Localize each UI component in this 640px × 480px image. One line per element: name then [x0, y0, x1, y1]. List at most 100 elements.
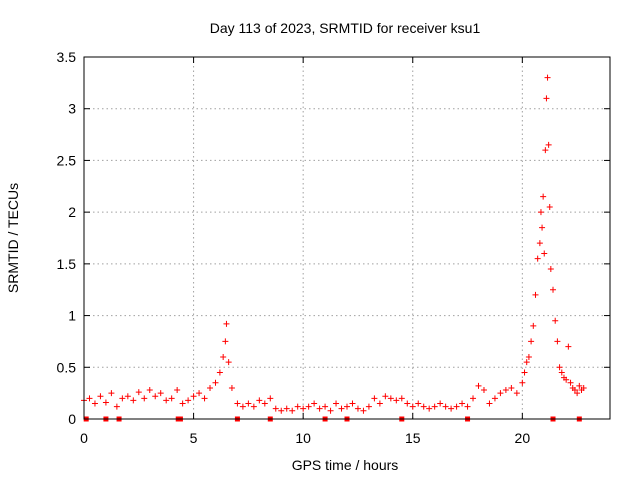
data-point: [146, 387, 153, 394]
data-point: [360, 407, 367, 414]
grid-lines: [84, 57, 610, 419]
data-point: [239, 403, 246, 410]
data-point: [497, 390, 504, 397]
data-point: [135, 389, 142, 396]
data-point: [250, 403, 257, 410]
data-point: [190, 393, 197, 400]
data-point: [256, 397, 263, 404]
data-point: [556, 364, 563, 371]
data-point: [294, 403, 301, 410]
data-point: [371, 395, 378, 402]
plot-frame: [83, 56, 611, 420]
data-point: [426, 405, 433, 412]
data-point: [464, 403, 471, 410]
data-point: [521, 369, 528, 376]
data-point: [530, 322, 537, 329]
data-point: [415, 400, 422, 407]
y-tick-label: 1: [68, 308, 76, 324]
data-point: [365, 403, 372, 410]
data-point: [544, 74, 551, 81]
data-point: [354, 405, 361, 412]
x-tick-label: 5: [190, 430, 198, 446]
data-point: [349, 400, 356, 407]
data-point: [322, 403, 329, 410]
x-tick-label: 10: [295, 430, 311, 446]
data-point: [545, 141, 552, 148]
data-point: [168, 395, 175, 402]
data-point: [536, 240, 543, 247]
data-point: [152, 393, 159, 400]
data-point: [113, 403, 120, 410]
data-point: [543, 95, 550, 102]
data-point: [480, 387, 487, 394]
data-point: [486, 400, 493, 407]
data-point: [554, 338, 561, 345]
data-point: [532, 291, 539, 298]
chart-title: Day 113 of 2023, SRMTID for receiver ksu…: [210, 20, 481, 36]
data-point: [141, 395, 148, 402]
data-point: [333, 400, 340, 407]
data-point: [567, 379, 574, 386]
data-point: [174, 387, 181, 394]
data-point: [220, 353, 227, 360]
x-tick-label: 20: [515, 430, 531, 446]
data-point: [207, 384, 214, 391]
data-point: [540, 193, 547, 200]
data-point: [420, 403, 427, 410]
data-point: [376, 400, 383, 407]
data-point: [272, 405, 279, 412]
y-tick-label: 2.5: [57, 152, 77, 168]
data-point: [563, 376, 570, 383]
data-point: [523, 359, 530, 366]
data-point: [261, 400, 268, 407]
data-point: [513, 390, 520, 397]
data-point: [201, 395, 208, 402]
y-tick-label: 2: [68, 204, 76, 220]
axis-ticks: 0 5 10 15 20 0 0.5 1 1.5 2 2.5 3 3.5: [57, 49, 610, 446]
data-point: [528, 338, 535, 345]
data-point: [409, 403, 416, 410]
data-point: [519, 379, 526, 386]
data-point: [552, 317, 559, 324]
data-point: [212, 379, 219, 386]
data-point: [382, 393, 389, 400]
data-point: [442, 403, 449, 410]
data-point: [225, 359, 232, 366]
data-point: [130, 397, 137, 404]
data-point: [537, 209, 544, 216]
data-point: [234, 400, 241, 407]
data-point: [387, 395, 394, 402]
y-axis-label: SRMTID / TECUs: [5, 183, 21, 293]
data-point: [539, 224, 546, 231]
data-point: [108, 390, 115, 397]
data-point: [398, 395, 405, 402]
data-point: [576, 382, 583, 389]
data-point: [124, 393, 131, 400]
data-point: [289, 407, 296, 414]
data-point: [179, 400, 186, 407]
data-point: [311, 400, 318, 407]
data-point: [327, 407, 334, 414]
data-point: [448, 405, 455, 412]
data-point: [542, 147, 549, 154]
x-axis-label: GPS time / hours: [292, 457, 399, 473]
data-point: [267, 395, 274, 402]
data-points: [81, 74, 587, 414]
data-point: [316, 405, 323, 412]
data-point: [283, 405, 290, 412]
data-point: [338, 405, 345, 412]
data-point: [534, 255, 541, 262]
data-point: [571, 387, 578, 394]
data-point: [574, 390, 581, 397]
data-point: [541, 250, 548, 257]
data-point: [558, 369, 565, 376]
data-point: [546, 203, 553, 210]
data-point: [196, 390, 203, 397]
data-point: [491, 395, 498, 402]
y-tick-label: 3: [68, 101, 76, 117]
data-point: [102, 399, 109, 406]
data-point: [502, 387, 509, 394]
data-point: [91, 400, 98, 407]
data-point: [437, 400, 444, 407]
